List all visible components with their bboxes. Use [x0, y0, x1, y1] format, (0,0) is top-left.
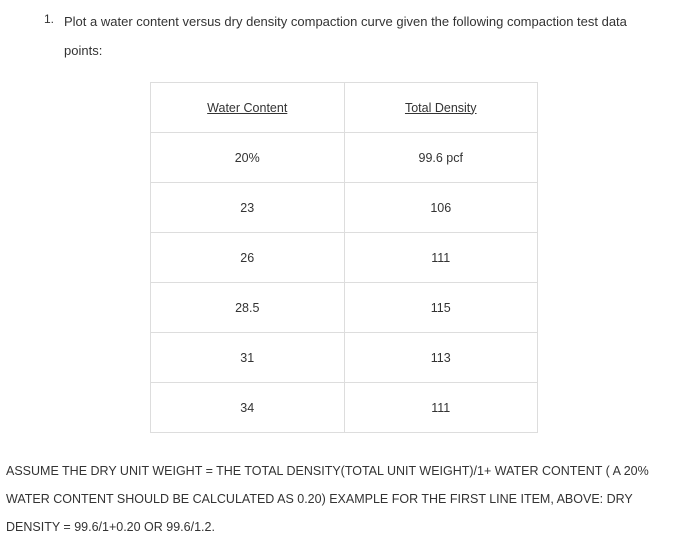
- table-row: 23 106: [150, 182, 538, 233]
- table-cell: 113: [343, 332, 538, 383]
- header-row: Water Content Total Density: [150, 82, 538, 133]
- table-row: 20% 99.6 pcf: [150, 132, 538, 183]
- question-line: points:: [64, 43, 103, 58]
- table-cell: 20%: [150, 132, 345, 183]
- table-cell: 106: [343, 182, 538, 233]
- note-line: WATER CONTENT SHOULD BE CALCULATED AS 0.…: [6, 492, 633, 506]
- table-cell: 115: [343, 282, 538, 333]
- header-cell: Total Density: [343, 82, 538, 133]
- header-cell: Water Content: [150, 82, 345, 133]
- note-line: ASSUME THE DRY UNIT WEIGHT = THE TOTAL D…: [6, 464, 649, 478]
- table-cell: 99.6 pcf: [343, 132, 538, 183]
- table-cell: 28.5: [150, 282, 345, 333]
- table-row: 34 111: [150, 382, 538, 433]
- question-number: 1.: [44, 12, 55, 26]
- data-table: Water Content Total Density 20% 99.6 pcf 23 1…: [150, 82, 538, 433]
- table-cell: 26: [150, 232, 345, 283]
- table-cell: 23: [150, 182, 345, 233]
- table-cell: 31: [150, 332, 345, 383]
- table-row: 26 111: [150, 232, 538, 283]
- table-cell: 34: [150, 382, 345, 433]
- table-cell: 111: [343, 382, 538, 433]
- question-line: Plot a water content versus dry density …: [64, 14, 627, 29]
- table-row: 31 113: [150, 332, 538, 383]
- table-cell: 111: [343, 232, 538, 283]
- table-row: 28.5 115: [150, 282, 538, 333]
- note-line: DENSITY = 99.6/1+0.20 OR 99.6/1.2.: [6, 520, 215, 534]
